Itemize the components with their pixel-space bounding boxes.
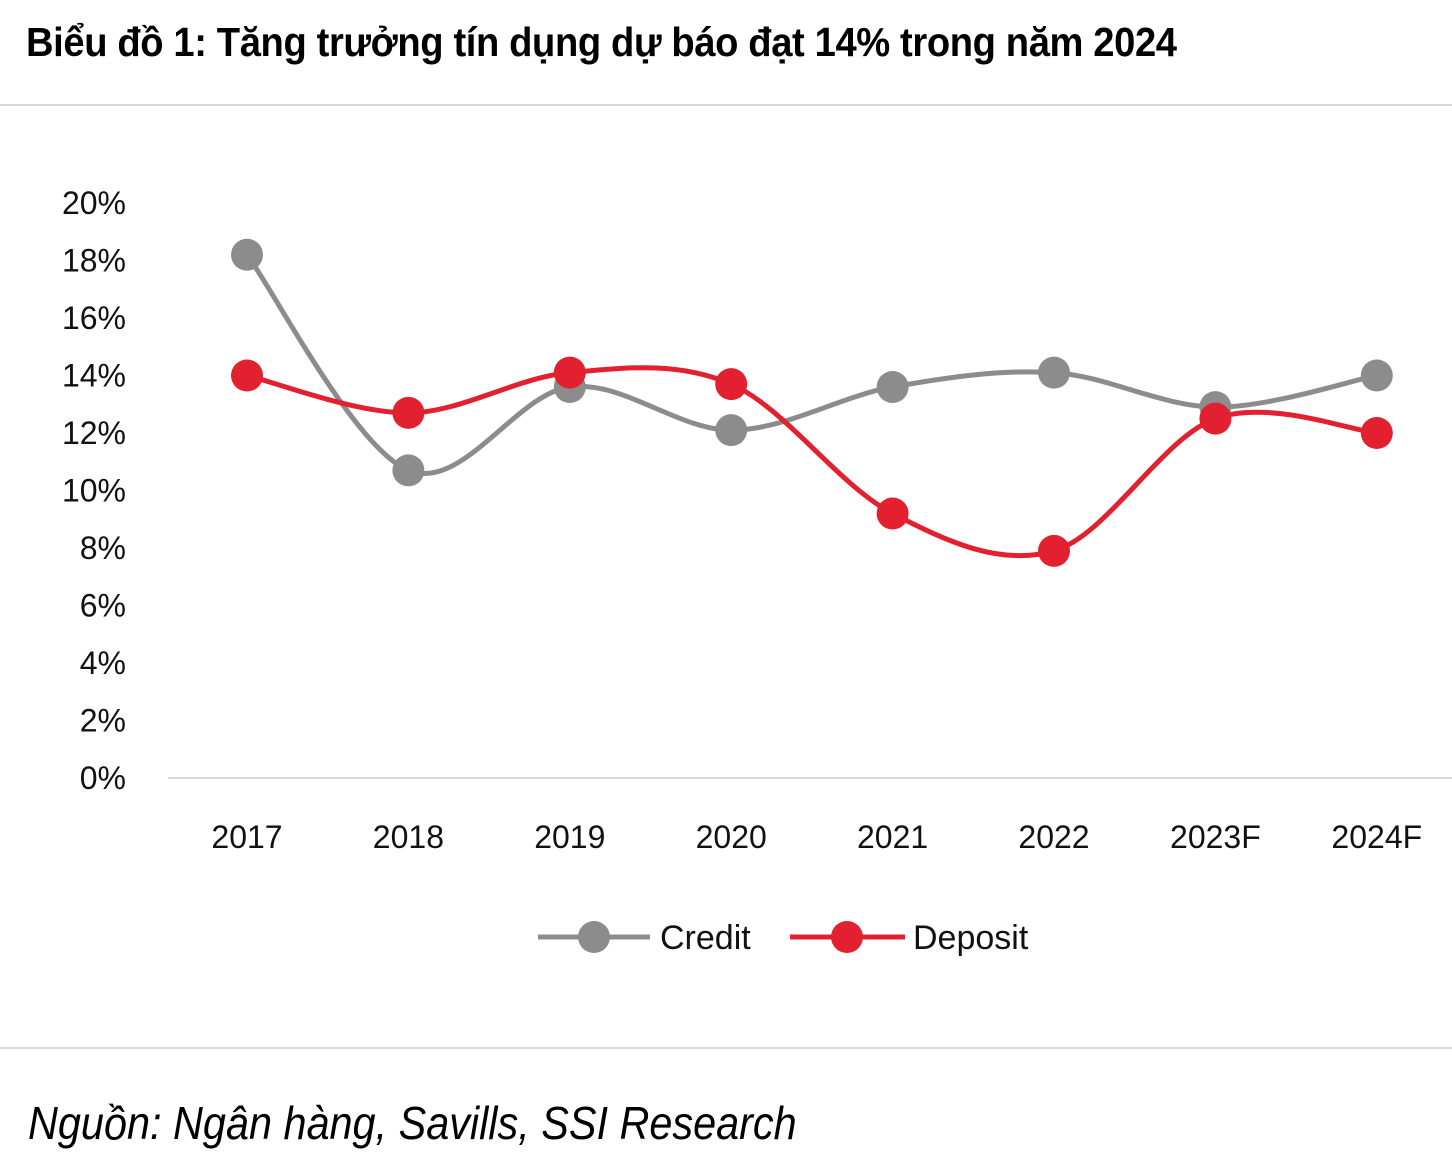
deposit-data-point	[1038, 534, 1070, 567]
y-tick-label: 18%	[62, 243, 126, 279]
credit-series-line	[244, 252, 1380, 476]
x-tick-label: 2023F	[1170, 819, 1261, 855]
legend-credit-marker	[578, 921, 610, 953]
x-tick-label: 2024F	[1331, 819, 1422, 855]
legend-credit-label: Credit	[660, 919, 751, 957]
credit-data-point	[392, 454, 425, 487]
deposit-series-line	[244, 365, 1380, 559]
x-tick-label: 2021	[857, 819, 928, 855]
y-tick-label: 12%	[62, 415, 126, 451]
deposit-data-point	[231, 359, 263, 392]
x-tick-label: 2022	[1018, 819, 1089, 855]
deposit-data-point	[1199, 402, 1232, 435]
x-tick-label: 2017	[211, 819, 282, 855]
x-tick-label: 2019	[534, 819, 605, 855]
x-tick-label: 2018	[373, 819, 444, 855]
deposit-data-point	[1360, 417, 1393, 449]
bottom-divider	[0, 1047, 1452, 1049]
deposit-data-point	[553, 356, 586, 389]
y-tick-label: 10%	[62, 473, 126, 509]
legend-deposit-label: Deposit	[913, 919, 1029, 957]
y-tick-label: 16%	[62, 300, 126, 336]
y-tick-label: 8%	[80, 530, 126, 566]
deposit-data-point	[876, 497, 909, 530]
chart-title: Biểu đồ 1: Tăng trưởng tín dụng dự báo đ…	[26, 19, 1177, 65]
series-markers	[231, 238, 1393, 567]
source-note: Nguồn: Ngân hàng, Savills, SSI Research	[28, 1097, 797, 1149]
credit-data-point	[231, 238, 263, 271]
y-tick-label: 14%	[62, 358, 126, 394]
y-axis-tick-labels: 0% 2% 4% 6% 8% 10% 12% 14% 16% 18% 20%	[62, 185, 126, 796]
deposit-data-point	[392, 396, 425, 429]
x-axis-tick-labels: 2017 2018 2019 2020 2021 2022 2023F 2024F	[211, 819, 1422, 855]
y-tick-label: 6%	[80, 588, 126, 624]
line-chart: 0%2%4%6%8%10%12%14%16%18%20% 2017 2018 201…	[62, 185, 1452, 957]
credit-data-point	[1038, 356, 1070, 389]
top-divider	[0, 104, 1452, 106]
y-tick-label: 0%	[80, 760, 126, 796]
deposit-data-point	[715, 368, 748, 401]
y-tick-label: 4%	[80, 645, 126, 681]
y-tick-label: 2%	[80, 703, 126, 739]
y-tick-label: 20%	[62, 185, 126, 221]
credit-data-point	[876, 371, 909, 403]
legend-deposit-marker	[831, 921, 863, 953]
legend: Credit Deposit	[538, 919, 1029, 957]
credit-data-point	[715, 414, 748, 447]
credit-data-point	[1360, 359, 1393, 392]
x-tick-label: 2020	[696, 819, 767, 855]
